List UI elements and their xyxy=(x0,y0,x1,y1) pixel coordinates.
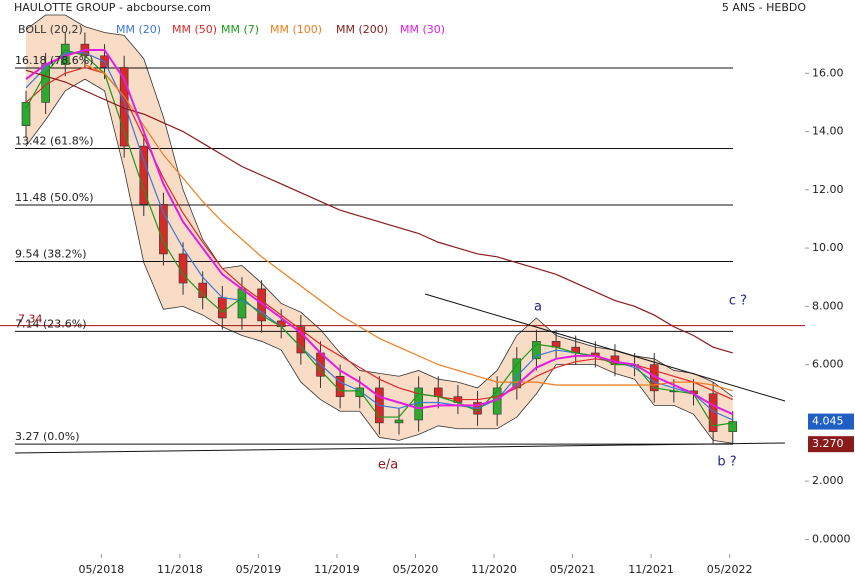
candle-body xyxy=(433,387,443,397)
candle-body xyxy=(178,253,188,284)
price-marker-box xyxy=(808,436,854,453)
levels-layer xyxy=(0,67,809,558)
y-tick-label: 2.000 xyxy=(812,474,844,487)
candle-body xyxy=(218,297,227,319)
trend-line xyxy=(424,293,786,402)
chart-title: HAULOTTE GROUP - abcbourse.com xyxy=(14,1,211,14)
x-tick-label: 11/2021 xyxy=(628,563,674,576)
legend-entry: MM (30) xyxy=(400,23,445,36)
legend-entry: MM (7) xyxy=(221,23,259,36)
chart-subtitle: 5 ANS - HEBDO xyxy=(722,1,806,14)
x-tick-label: 05/2019 xyxy=(236,563,282,576)
legend-entry: MM (50) xyxy=(172,23,217,36)
x-tick-label: 05/2022 xyxy=(707,563,753,576)
moving-average xyxy=(25,48,734,416)
resistance-label: 7.34 xyxy=(18,313,43,326)
x-tick-label: 11/2020 xyxy=(471,563,517,576)
moving-average xyxy=(25,69,733,354)
fib-label: 9.54 (38.2%) xyxy=(15,247,87,260)
ma-layer xyxy=(25,48,734,427)
y-tick-label: 16.00 xyxy=(812,66,844,79)
fib-label: 7.14 (23.6%) xyxy=(15,317,87,330)
y-tick-label: 12.00 xyxy=(812,183,844,196)
candle-body xyxy=(237,288,247,319)
candle-body xyxy=(296,326,306,354)
price-marker-label: 4.045 xyxy=(812,415,844,428)
fib-label: 3.27 (0.0%) xyxy=(15,430,80,443)
x-tick-label: 05/2021 xyxy=(550,563,596,576)
candle-body xyxy=(257,288,266,322)
annotation: a xyxy=(534,300,542,315)
annotation: e/a xyxy=(378,458,398,473)
legend-entry: MM (20) xyxy=(116,23,161,36)
x-tick-label: 05/2020 xyxy=(393,563,439,576)
y-tick-label: 10.00 xyxy=(812,241,844,254)
candle-body xyxy=(394,419,404,424)
price-marker-label: 3.270 xyxy=(812,437,844,450)
legend-entry: MM (100) xyxy=(270,23,322,36)
moving-average xyxy=(25,49,733,427)
y-tick-label: 0.0000 xyxy=(812,532,851,545)
candle-body xyxy=(355,387,365,397)
trend-line xyxy=(14,442,786,454)
y-tick-label: 14.00 xyxy=(812,125,844,138)
candle-body xyxy=(159,204,168,255)
fib-label: 16.18 (78.6%) xyxy=(15,54,94,67)
moving-average xyxy=(84,63,733,392)
candle-body xyxy=(139,145,149,205)
x-tick-label: 11/2018 xyxy=(157,563,203,576)
text-layer: 16.00 14.00 12.00 10.00 8.000 6.000 2.000 0.000… xyxy=(15,23,854,576)
fib-label: 13.42 (61.8%) xyxy=(15,134,94,147)
price-marker-box xyxy=(808,413,854,430)
x-tick-label: 05/2018 xyxy=(79,563,125,576)
candle-body xyxy=(728,421,738,432)
legend-entry: BOLL (20,2) xyxy=(18,23,83,36)
annotation: b ? xyxy=(717,455,736,470)
candle-body xyxy=(21,102,31,127)
y-tick-label: 6.000 xyxy=(812,358,844,371)
candle-body xyxy=(276,320,286,328)
candle-body xyxy=(532,341,541,360)
fib-label: 11.48 (50.0%) xyxy=(15,191,94,204)
x-tick-label: 11/2019 xyxy=(314,563,360,576)
legend-entry: MM (200) xyxy=(336,23,388,36)
annotation: c ? xyxy=(729,294,747,309)
y-tick-label: 8.000 xyxy=(812,299,844,312)
